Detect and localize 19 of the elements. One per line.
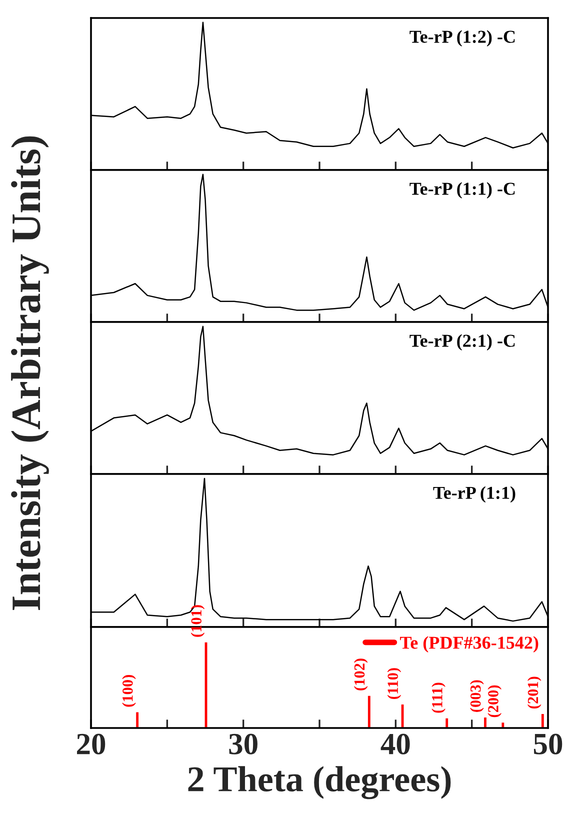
text: Te-rP (2:1) -C — [410, 334, 515, 351]
annotation: (003) — [470, 680, 484, 712]
annotation: (110) — [387, 668, 402, 699]
text: Te-rP (1:1) — [433, 486, 516, 503]
annotation: (200) — [488, 685, 502, 718]
annotation: (111) — [432, 682, 446, 713]
text: Te-rP (1:2) -C — [410, 30, 515, 47]
y-axis-title: Intensity (Arbitrary Units) — [11, 136, 49, 610]
x-tick-label: 40 — [380, 734, 410, 754]
x-axis-title: 2 Theta (degrees) — [188, 766, 451, 800]
annotation: (102) — [354, 658, 368, 690]
text: Te-rP (1:1) -C — [410, 182, 515, 199]
x-tick-label: 20 — [77, 734, 106, 754]
legend-label: Te (PDF#36-1542) — [400, 636, 538, 653]
annotation: (201) — [527, 676, 542, 708]
annotation: (100) — [122, 675, 136, 707]
x-tick-label: 30 — [229, 734, 258, 754]
annotation: (101) — [190, 605, 205, 637]
x-tick-label: 50 — [534, 734, 562, 754]
